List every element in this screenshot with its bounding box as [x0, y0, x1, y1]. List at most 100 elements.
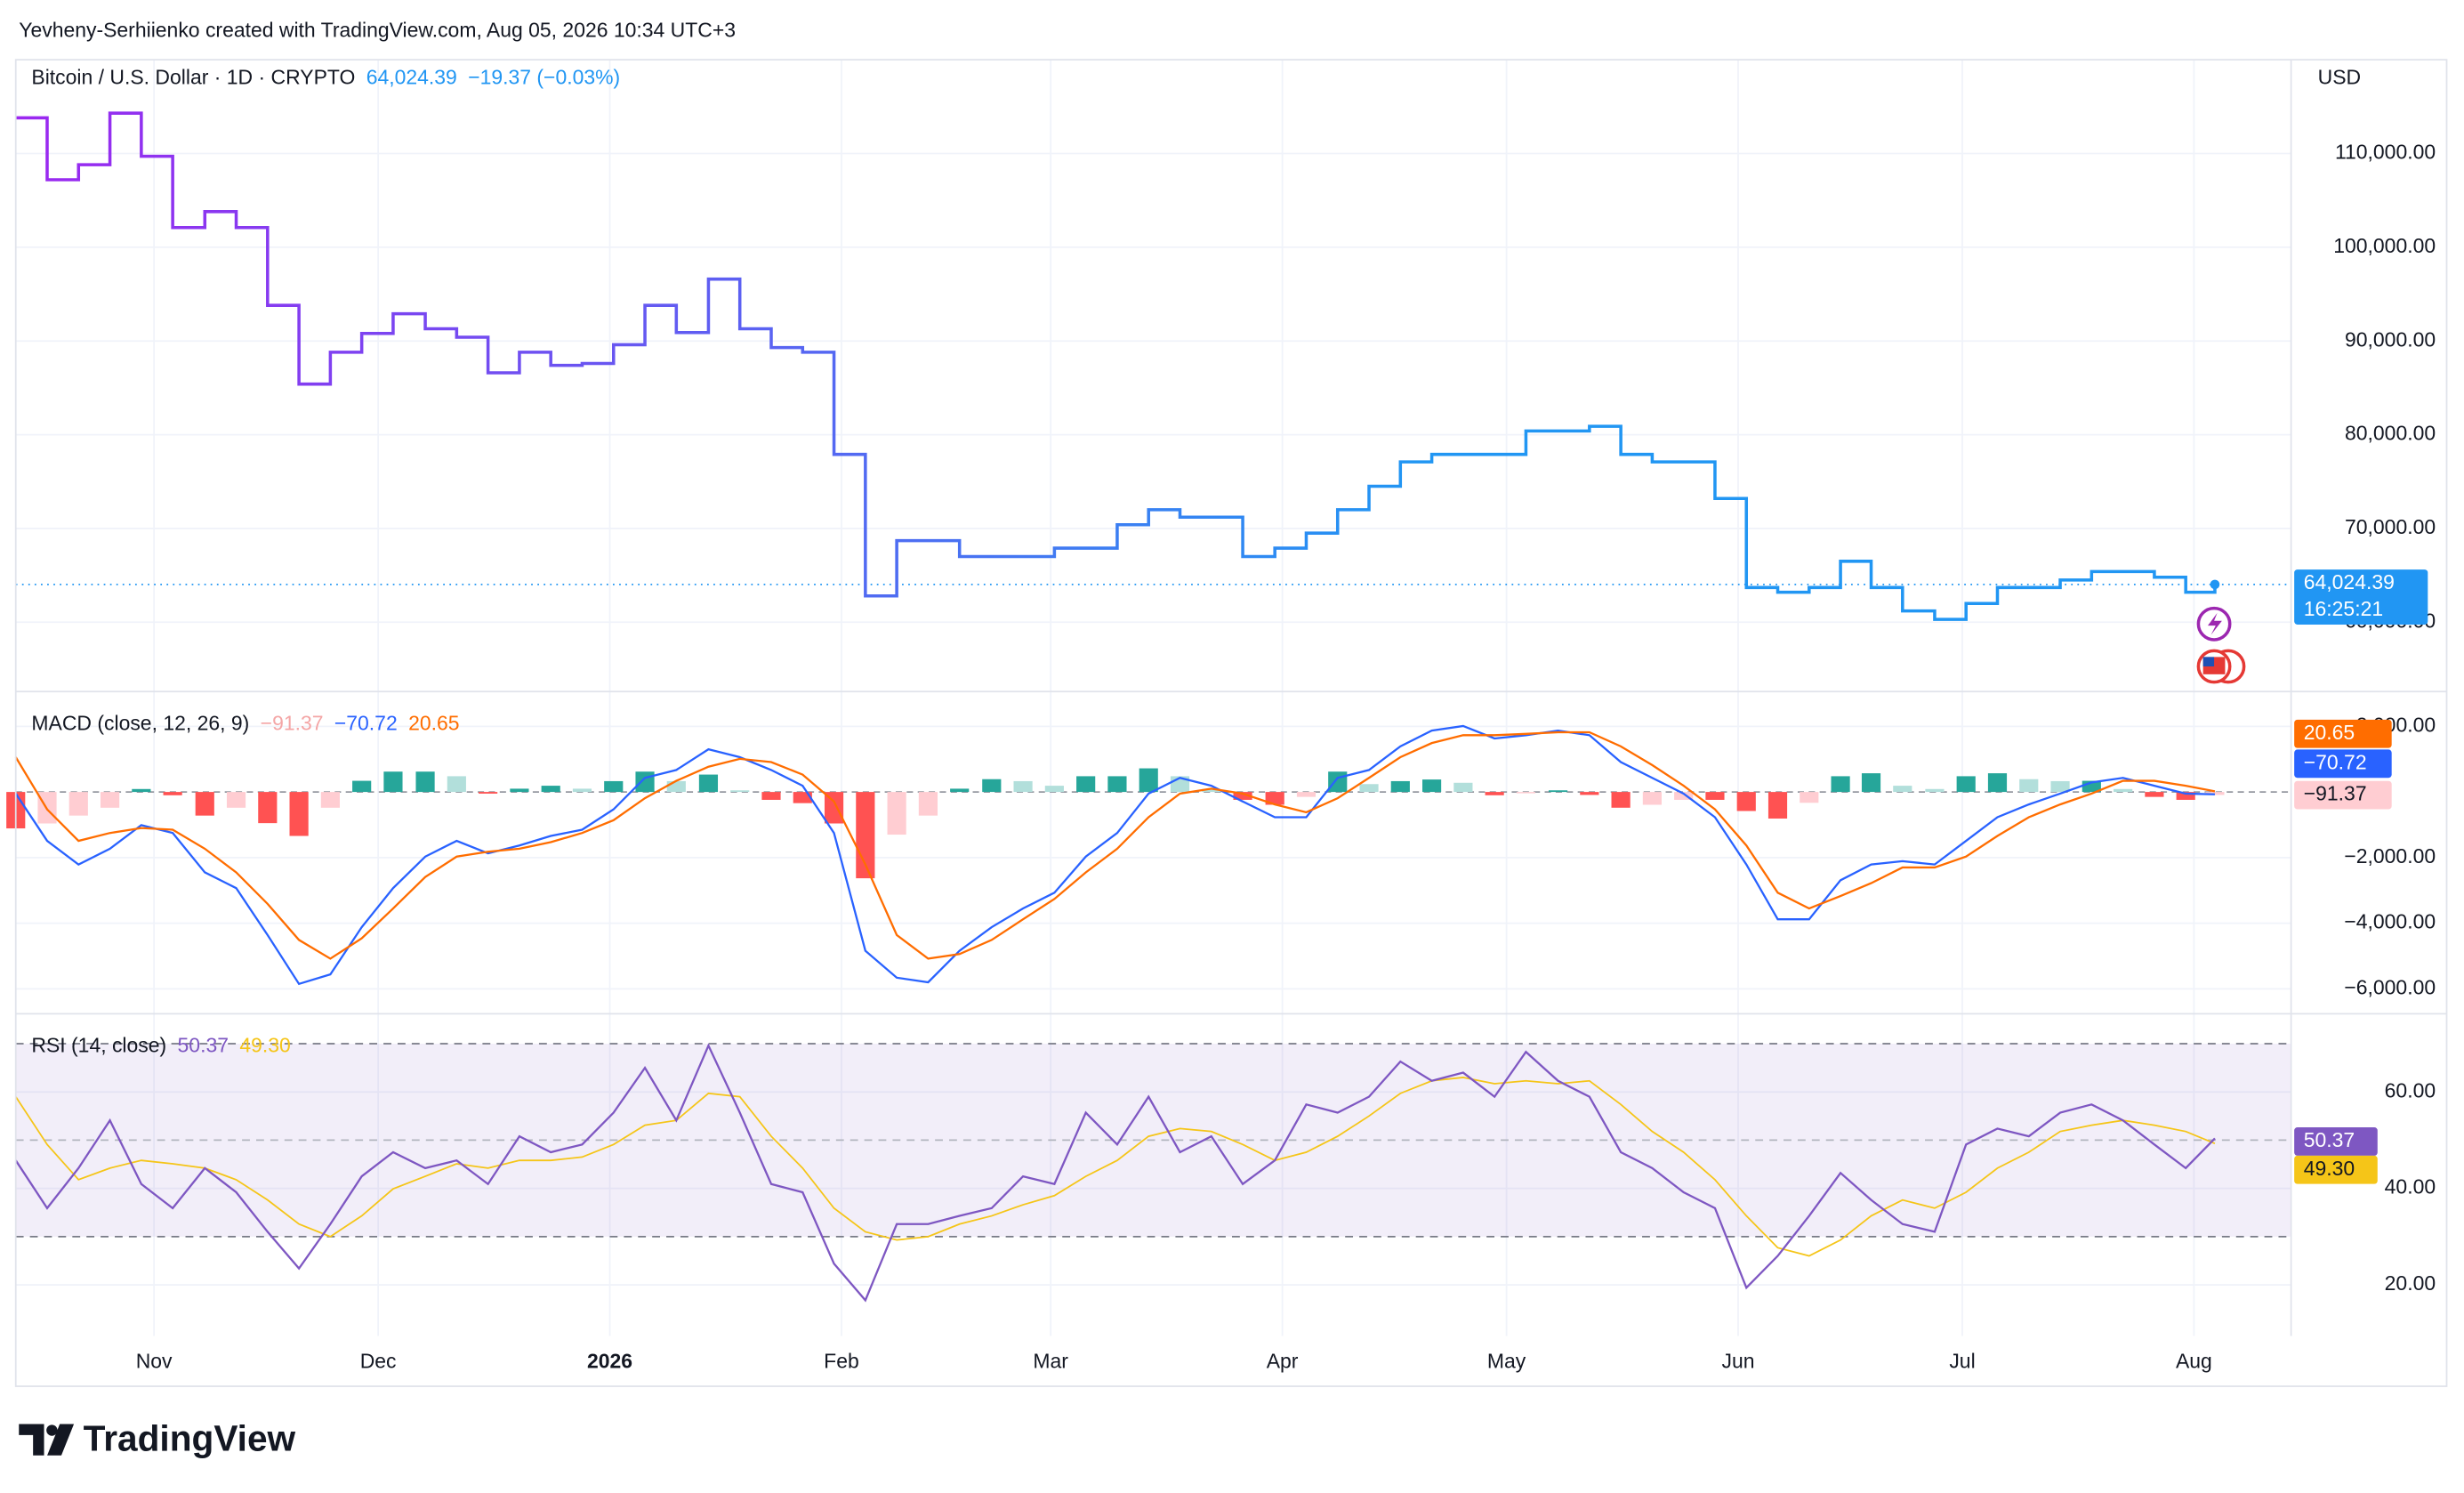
x-tick-label: Nov — [136, 1350, 173, 1373]
histogram-bar — [572, 788, 592, 793]
histogram-bar — [1390, 780, 1410, 793]
scale-value-label-box — [2294, 749, 2392, 779]
histogram-bar — [2176, 792, 2195, 800]
legend-value: 50.37 — [178, 1034, 229, 1057]
scale-value-label-box — [2294, 1155, 2378, 1184]
histogram-bar — [793, 792, 812, 803]
histogram-bar — [132, 788, 151, 793]
logo-mark — [19, 1424, 44, 1456]
histogram-bar — [666, 780, 686, 793]
indicator-line — [14, 724, 2215, 986]
indicator-line — [14, 1043, 2216, 1303]
histogram-bar — [510, 788, 529, 793]
histogram-bar — [479, 792, 498, 794]
histogram-bar — [2019, 779, 2039, 793]
histogram-bar — [635, 771, 655, 793]
histogram-bar — [1485, 792, 1504, 795]
histogram-bar — [447, 776, 466, 793]
event-icon-bolt — [2207, 612, 2222, 635]
logo-mark — [47, 1424, 75, 1456]
indicator-line — [14, 730, 2216, 960]
indicator-title: MACD (close, 12, 26, 9) — [31, 711, 249, 734]
histogram-bar — [1831, 776, 1850, 793]
y-tick-label: −2,000.00 — [2344, 844, 2436, 868]
mark-layer — [6, 111, 2291, 1303]
histogram-bar — [1800, 792, 1819, 803]
x-tick-label: Feb — [824, 1350, 859, 1373]
x-tick-label: Dec — [360, 1350, 397, 1373]
currency: USD — [2318, 65, 2361, 88]
legend-value: −70.72 — [334, 711, 398, 734]
histogram-bar — [195, 792, 214, 816]
x-tick-label: Jun — [1721, 1350, 1754, 1373]
x-tick-label: May — [1487, 1350, 1526, 1373]
attribution: Yevheny-Serhiienko created with TradingV… — [19, 18, 736, 41]
scale-value-label: −70.72 — [2304, 750, 2367, 773]
scale-value-label: 20.65 — [2304, 721, 2355, 744]
y-tick-label: 20.00 — [2385, 1271, 2436, 1295]
y-tick-label: −6,000.00 — [2344, 975, 2436, 998]
x-tick-label: Jul — [1949, 1350, 1975, 1373]
histogram-bar — [68, 792, 88, 816]
scale-value-label: −91.37 — [2304, 782, 2367, 805]
histogram-bar — [2050, 780, 2070, 793]
histogram-bar — [1044, 786, 1064, 793]
histogram-bar — [163, 792, 182, 795]
last-price-dot — [2210, 579, 2220, 590]
indicator-line — [14, 1077, 2216, 1257]
legend-value: −91.37 — [261, 711, 324, 734]
indicator-title: RSI (14, close) — [31, 1034, 166, 1057]
histogram-bar — [226, 792, 246, 808]
y-tick-label: 40.00 — [2385, 1175, 2436, 1198]
histogram-bar — [1705, 792, 1725, 800]
histogram-bar — [1328, 771, 1348, 793]
y-tick-label: 80,000.00 — [2345, 422, 2436, 445]
histogram-bar — [1453, 782, 1473, 793]
legend-value: 20.65 — [408, 711, 459, 734]
price-change: −19.37 (−0.03%) — [468, 65, 620, 88]
y-tick-label: −4,000.00 — [2344, 910, 2436, 933]
scale-value-label: 49.30 — [2304, 1157, 2355, 1180]
y-tick-label: 100,000.00 — [2333, 234, 2436, 257]
histogram-bar — [1233, 792, 1252, 800]
scale-value-label-box — [2294, 1127, 2378, 1156]
histogram-bar — [1925, 788, 1945, 793]
scale-value-label: 50.37 — [2304, 1128, 2355, 1151]
histogram-bar — [1861, 773, 1881, 793]
x-tick-label: 2026 — [587, 1350, 632, 1373]
histogram-bar — [1611, 792, 1631, 808]
histogram-bar — [918, 792, 938, 816]
scale-value-label-box — [2294, 780, 2392, 810]
y-tick-label: 90,000.00 — [2345, 327, 2436, 351]
histogram-bar — [761, 792, 781, 800]
histogram-bar — [1296, 792, 1317, 797]
histogram-bar — [1956, 776, 1976, 793]
histogram-bar — [383, 771, 403, 793]
histogram-bar — [1767, 792, 1788, 819]
histogram-bar — [1736, 792, 1756, 811]
price-line — [15, 111, 2217, 621]
histogram-bar — [1580, 792, 1599, 795]
histogram-bar — [982, 779, 1002, 793]
histogram-bar — [289, 792, 309, 836]
price-scale-label-box — [2294, 569, 2428, 625]
x-tick-label: Apr — [1267, 1350, 1299, 1373]
histogram-bar — [352, 780, 372, 793]
histogram-bar — [730, 790, 750, 793]
chart-frame — [14, 59, 2448, 1387]
histogram-bar — [1139, 768, 1158, 793]
histogram-bar — [1265, 792, 1284, 805]
histogram-bar — [604, 780, 624, 793]
label-layer: NovDec2026FebMarAprMayJunJulAug60,000.00… — [31, 65, 2436, 1372]
scale-value-label-box — [2294, 719, 2392, 748]
footer-brand: TradingView — [84, 1418, 296, 1459]
histogram-bar — [824, 792, 844, 824]
histogram-bar — [415, 771, 435, 793]
footer-logo — [19, 1424, 75, 1456]
last-price: 64,024.39 — [366, 65, 457, 88]
event-icons — [2196, 606, 2246, 684]
